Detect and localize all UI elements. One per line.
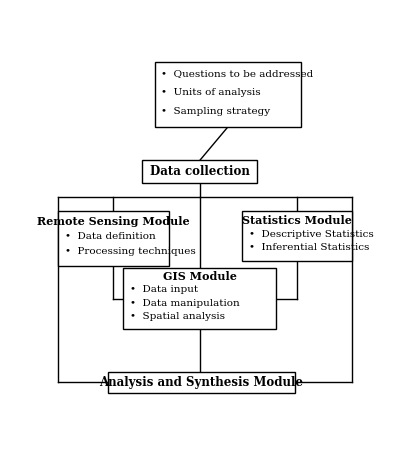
FancyBboxPatch shape	[123, 268, 275, 329]
Text: •  Data manipulation: • Data manipulation	[130, 299, 239, 308]
Text: Statistics Module: Statistics Module	[242, 215, 351, 226]
Text: •  Spatial analysis: • Spatial analysis	[130, 312, 225, 321]
FancyBboxPatch shape	[142, 160, 257, 183]
Text: •  Units of analysis: • Units of analysis	[161, 88, 260, 97]
Text: Remote Sensing Module: Remote Sensing Module	[37, 216, 189, 227]
Text: •  Data input: • Data input	[130, 285, 198, 294]
Text: Analysis and Synthesis Module: Analysis and Synthesis Module	[99, 376, 303, 389]
Text: •  Processing techniques: • Processing techniques	[65, 247, 195, 256]
Text: Data collection: Data collection	[150, 165, 249, 178]
Text: •  Questions to be addressed: • Questions to be addressed	[161, 69, 313, 78]
Text: •  Descriptive Statistics: • Descriptive Statistics	[248, 229, 373, 239]
FancyBboxPatch shape	[58, 212, 168, 266]
FancyBboxPatch shape	[241, 212, 352, 260]
Text: •  Inferential Statistics: • Inferential Statistics	[248, 243, 368, 252]
FancyBboxPatch shape	[154, 62, 300, 127]
FancyBboxPatch shape	[107, 372, 294, 393]
Text: •  Sampling strategy: • Sampling strategy	[161, 107, 270, 116]
Text: •  Data definition: • Data definition	[65, 232, 155, 241]
Text: GIS Module: GIS Module	[162, 271, 236, 282]
